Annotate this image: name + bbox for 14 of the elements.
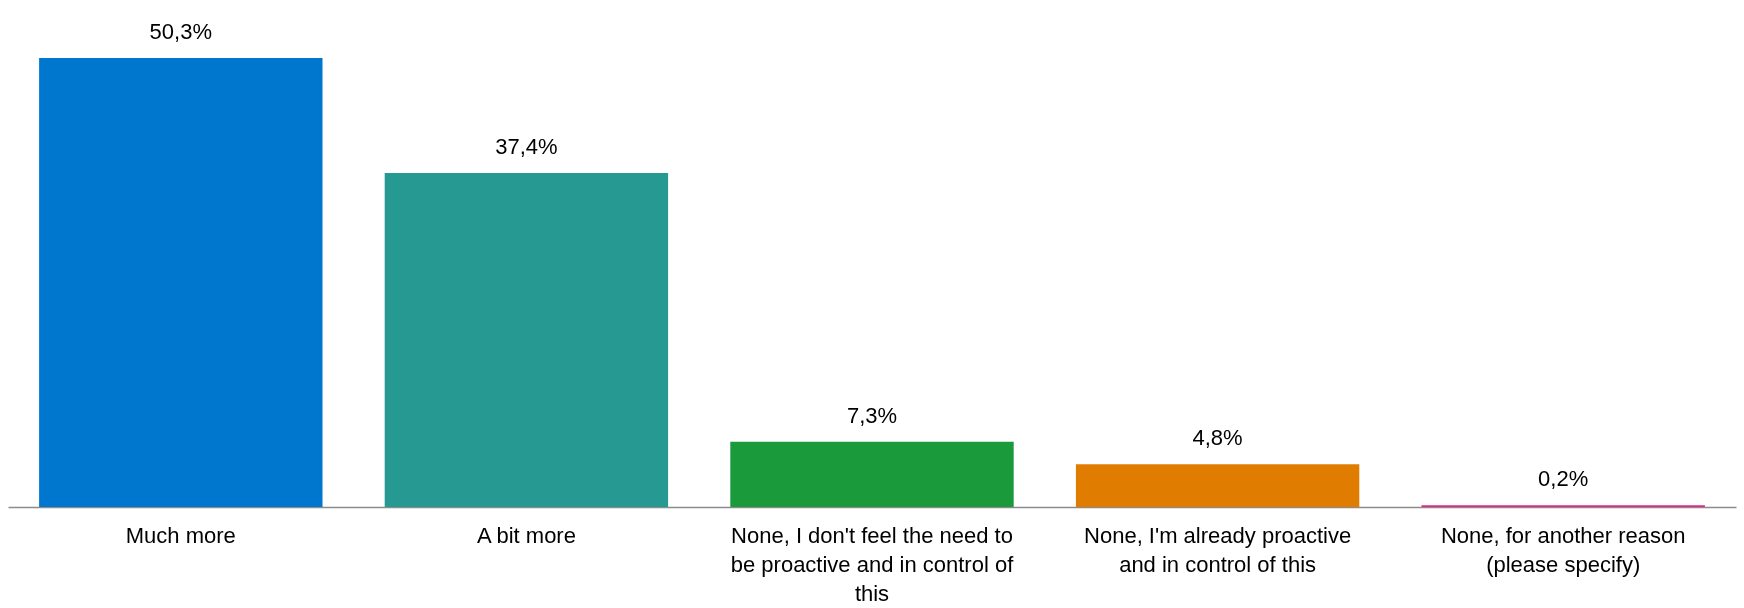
bar [384, 173, 669, 507]
data-label: 4,8% [1192, 425, 1243, 451]
x-tick-label: None, I don't feel the need to be proactive and in control of this [730, 522, 1015, 606]
x-tick-label: A bit more [476, 522, 576, 548]
data-label: 0,2% [1538, 466, 1589, 492]
x-tick-label: None, I'm already proactive and in control of this [1084, 522, 1352, 577]
x-tick-label: Much more [125, 522, 236, 548]
data-label: 50,3% [149, 18, 212, 44]
x-tick-label: None, for another reason (please specify) [1440, 522, 1686, 577]
data-label: 37,4% [495, 134, 558, 160]
data-label: 7,3% [846, 402, 898, 428]
bar [39, 57, 323, 507]
bar [730, 441, 1014, 507]
bar [1075, 464, 1360, 507]
